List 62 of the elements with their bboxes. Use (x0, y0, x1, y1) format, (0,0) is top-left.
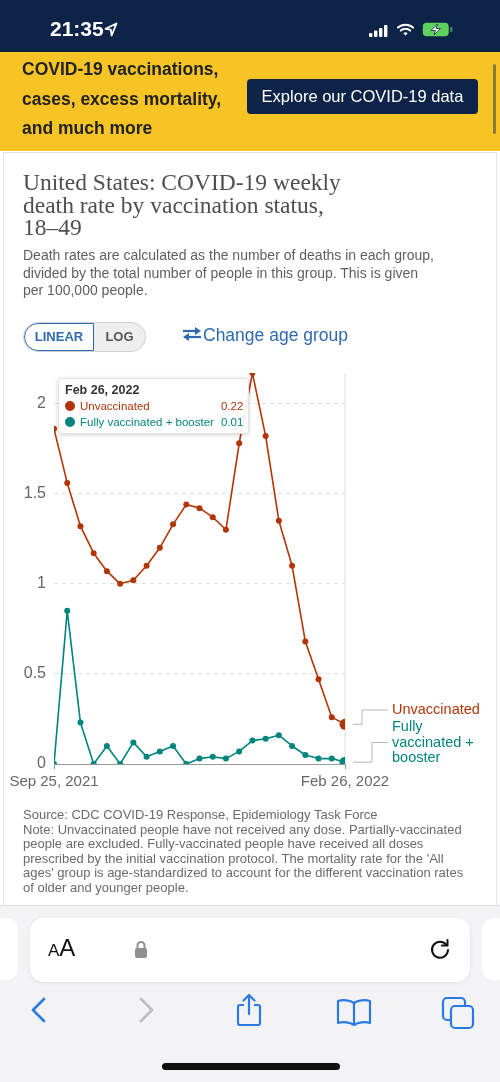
annotation: 0.01 (220, 415, 244, 430)
chart-subtitle: Death rates are calculated as the number of deaths in each group, divided by the total number of people in this group. This is given per 100,000 people. (23, 247, 435, 300)
point (64, 607, 71, 614)
point (156, 748, 163, 755)
point (196, 755, 203, 762)
point (315, 676, 322, 683)
text: Change age group (203, 324, 348, 346)
chart-title: United States: COVID-19 weekly death rate by vaccination status, 18–49 (23, 169, 342, 240)
point (315, 755, 322, 762)
point (289, 742, 296, 749)
point (236, 440, 243, 447)
point (77, 523, 84, 530)
point (262, 433, 269, 440)
explore-button[interactable]: Explore our COVID-19 data (247, 79, 478, 114)
point (262, 735, 269, 742)
source-note: Source: CDC COVID-19 Response, Epidemiology Task Force (23, 807, 379, 823)
scale-toggle[interactable]: LINEAR LOG (23, 322, 146, 352)
point (222, 755, 229, 762)
y-tick-label: 0 (37, 754, 47, 772)
point (117, 580, 124, 587)
point (103, 742, 110, 749)
point (156, 544, 163, 551)
y-tick-label: 1 (37, 574, 47, 592)
point (90, 550, 97, 557)
point (64, 479, 71, 486)
point (183, 501, 190, 508)
point (209, 753, 216, 760)
x-tick-label: Sep 25, 2021 (9, 772, 99, 790)
y-tick-label: 1.5 (23, 484, 47, 502)
point (328, 714, 335, 721)
text: Unvaccinated (392, 701, 480, 717)
point (170, 521, 177, 528)
point (77, 719, 84, 726)
point (130, 739, 137, 746)
point (222, 526, 229, 533)
legend-label: Unvaccinated (80, 399, 151, 414)
point (328, 755, 335, 762)
point (209, 514, 216, 521)
address-field[interactable] (30, 918, 470, 982)
y-tick-label: 0.5 (23, 664, 47, 682)
point (196, 505, 203, 512)
point (236, 748, 243, 755)
text: Fully vaccinated + booster (392, 718, 474, 765)
point (289, 562, 296, 569)
y-tick-label: 2 (37, 394, 47, 412)
text: 21:35 (50, 17, 104, 41)
point (143, 753, 150, 760)
point (143, 562, 150, 569)
point (170, 742, 177, 749)
text: Note: Unvaccinated people have not received any dose. Partially-vaccinated people are excluded. Fully-vaccinated people have received all doses prescribed by the initial vaccination protocol. The mortality rate for the 'All ages' group is age-standardized to account for the different vaccination rates of older and younger people. (23, 821, 465, 896)
text: COVID-19 vaccinations, cases, excess mortality, and much more (22, 58, 223, 140)
point (249, 737, 256, 744)
point (275, 732, 282, 739)
point (302, 638, 309, 645)
legend-label: Fully vaccinated + booster (80, 415, 215, 430)
point (103, 568, 110, 575)
text: AA (48, 934, 76, 963)
point (130, 577, 137, 584)
point (275, 517, 282, 524)
point (302, 751, 309, 758)
annotation: Feb 26, 2022 (65, 383, 141, 397)
annotation: 0.22 (220, 399, 244, 414)
